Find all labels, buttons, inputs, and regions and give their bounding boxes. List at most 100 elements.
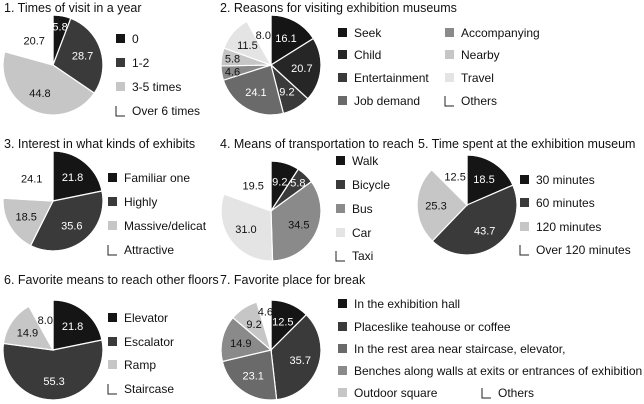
legend-label: Escalator xyxy=(124,335,174,349)
legend-label: Seek xyxy=(354,26,382,40)
pie-outline xyxy=(2,299,104,401)
slice-value-label: 55.3 xyxy=(43,376,64,388)
slice-value-label: 14.9 xyxy=(17,327,38,339)
legend-label: Child xyxy=(354,48,381,62)
legend-swatch xyxy=(338,299,347,308)
legend-label: Bicycle xyxy=(352,178,390,192)
legend-label: Nearby xyxy=(461,48,500,62)
slice-value-label: 44.8 xyxy=(29,88,50,100)
slice-value-label: 20.7 xyxy=(24,35,45,47)
legend-label: 120 minutes xyxy=(536,220,601,234)
pie-outline xyxy=(220,299,322,401)
legend-label: Over 6 times xyxy=(132,104,200,118)
legend-label: In the rest area near staircase, elevato… xyxy=(354,342,565,356)
pie-chart-4: 4. Means of transportation to reach 9.2 5.… xyxy=(220,137,414,263)
legend-label: Car xyxy=(352,226,371,240)
legend-label: Massive/delicat xyxy=(124,219,207,233)
legend-swatch xyxy=(520,222,529,231)
pie-outline xyxy=(416,154,518,256)
legend-label: Bus xyxy=(352,202,373,216)
legend-swatch xyxy=(116,34,125,43)
slice-value-label: 5.8 xyxy=(52,22,67,34)
slice-value-label: 14.9 xyxy=(230,338,251,350)
pie-chart-1: 1. Times of visit in a year 5.8 28.7 44.8 20… xyxy=(2,1,200,118)
legend-swatch xyxy=(116,58,125,67)
pie-outline xyxy=(2,150,104,252)
legend-swatch xyxy=(520,175,529,184)
legend-label: In the exhibition hall xyxy=(354,297,460,311)
legend-label: Elevator xyxy=(124,311,168,325)
legend-swatch xyxy=(338,344,347,353)
legend-label: Benches along walls at exits or entrance… xyxy=(354,364,642,378)
legend-label: 0 xyxy=(132,32,139,46)
legend-swatch xyxy=(338,322,347,331)
legend-swatch xyxy=(338,28,347,37)
legend-swatch xyxy=(481,388,491,399)
slice-value-label: 23.1 xyxy=(242,370,263,382)
pie-chart-6: 6. Favorite means to reach other floors 2… xyxy=(2,273,219,401)
slice-value-label: 8.0 xyxy=(38,315,53,327)
legend-label: Taxi xyxy=(352,249,373,263)
slice-value-label: 18.5 xyxy=(15,212,36,224)
legend-swatch xyxy=(108,360,117,369)
slice-value-label: 19.5 xyxy=(242,181,263,193)
slice-value-label: 43.7 xyxy=(474,225,495,237)
slice-value-label: 11.5 xyxy=(237,40,258,52)
pie-chart-7: 7. Favorite place for break 12.5 35.7 23.1 1… xyxy=(220,273,642,401)
slice-value-label: 9.2 xyxy=(246,319,261,331)
slice-value-label: 21.8 xyxy=(62,172,83,184)
chart-title: 2. Reasons for visiting exhibition museu… xyxy=(220,1,457,15)
legend-swatch xyxy=(338,388,347,397)
legend-swatch xyxy=(338,96,347,105)
legend-label: Placeslike teahouse or coffee xyxy=(354,320,511,334)
legend-label: Walk xyxy=(352,154,379,168)
legend-swatch xyxy=(445,28,454,37)
legend-label: 60 minutes xyxy=(536,196,595,210)
pie-chart-5: 5. Time spent at the exhibition museum 18… xyxy=(416,137,635,257)
legend-swatch xyxy=(519,245,529,256)
legend-swatch xyxy=(108,337,117,346)
legend-swatch xyxy=(335,251,345,262)
pie-outline xyxy=(220,14,322,116)
legend-swatch xyxy=(116,82,125,91)
slice-value-label: 25.3 xyxy=(425,200,446,212)
legend-label: Highly xyxy=(124,195,157,209)
legend-swatch xyxy=(107,384,117,395)
legend-label: Attractive xyxy=(124,243,174,257)
slice-value-label: 9.2 xyxy=(279,87,294,99)
legend-swatch xyxy=(108,197,117,206)
legend-swatch xyxy=(115,106,125,117)
chart-title: 6. Favorite means to reach other floors xyxy=(4,273,219,287)
legend-label: Staircase xyxy=(124,382,174,396)
legend-label: Travel xyxy=(461,71,494,85)
legend-label: Ramp xyxy=(124,358,156,372)
legend-label: 1-2 xyxy=(132,56,150,70)
slice-value-label: 4.6 xyxy=(258,306,273,318)
slice-value-label: 35.6 xyxy=(61,221,82,233)
legend-swatch xyxy=(108,173,117,182)
slice-value-label: 16.1 xyxy=(275,33,296,45)
legend-swatch xyxy=(336,156,345,165)
slice-value-label: 20.7 xyxy=(291,63,312,75)
chart-title: 4. Means of transportation to reach xyxy=(220,137,414,151)
chart-title: 5. Time spent at the exhibition museum xyxy=(418,137,635,151)
slice-value-label: 12.5 xyxy=(272,316,293,328)
legend-label: Entertainment xyxy=(354,71,429,85)
slice-value-label: 34.5 xyxy=(288,220,309,232)
legend-label: Accompanying xyxy=(461,26,540,40)
slice-value-label: 31.0 xyxy=(235,224,256,236)
legend-swatch xyxy=(520,198,529,207)
legend-swatch xyxy=(338,50,347,59)
slice-value-label: 21.8 xyxy=(62,321,83,333)
chart-title: 1. Times of visit in a year xyxy=(4,1,142,15)
slice-value-label: 35.7 xyxy=(290,355,311,367)
legend-label: 3-5 times xyxy=(132,80,181,94)
legend-label: Others xyxy=(498,386,534,400)
legend-swatch xyxy=(107,245,117,256)
legend-swatch xyxy=(336,180,345,189)
chart-title: 7. Favorite place for break xyxy=(220,273,366,287)
legend-swatch xyxy=(338,366,347,375)
legend-swatch xyxy=(445,50,454,59)
pie-outline xyxy=(220,160,322,262)
slice-value-label: 5.8 xyxy=(225,54,240,66)
